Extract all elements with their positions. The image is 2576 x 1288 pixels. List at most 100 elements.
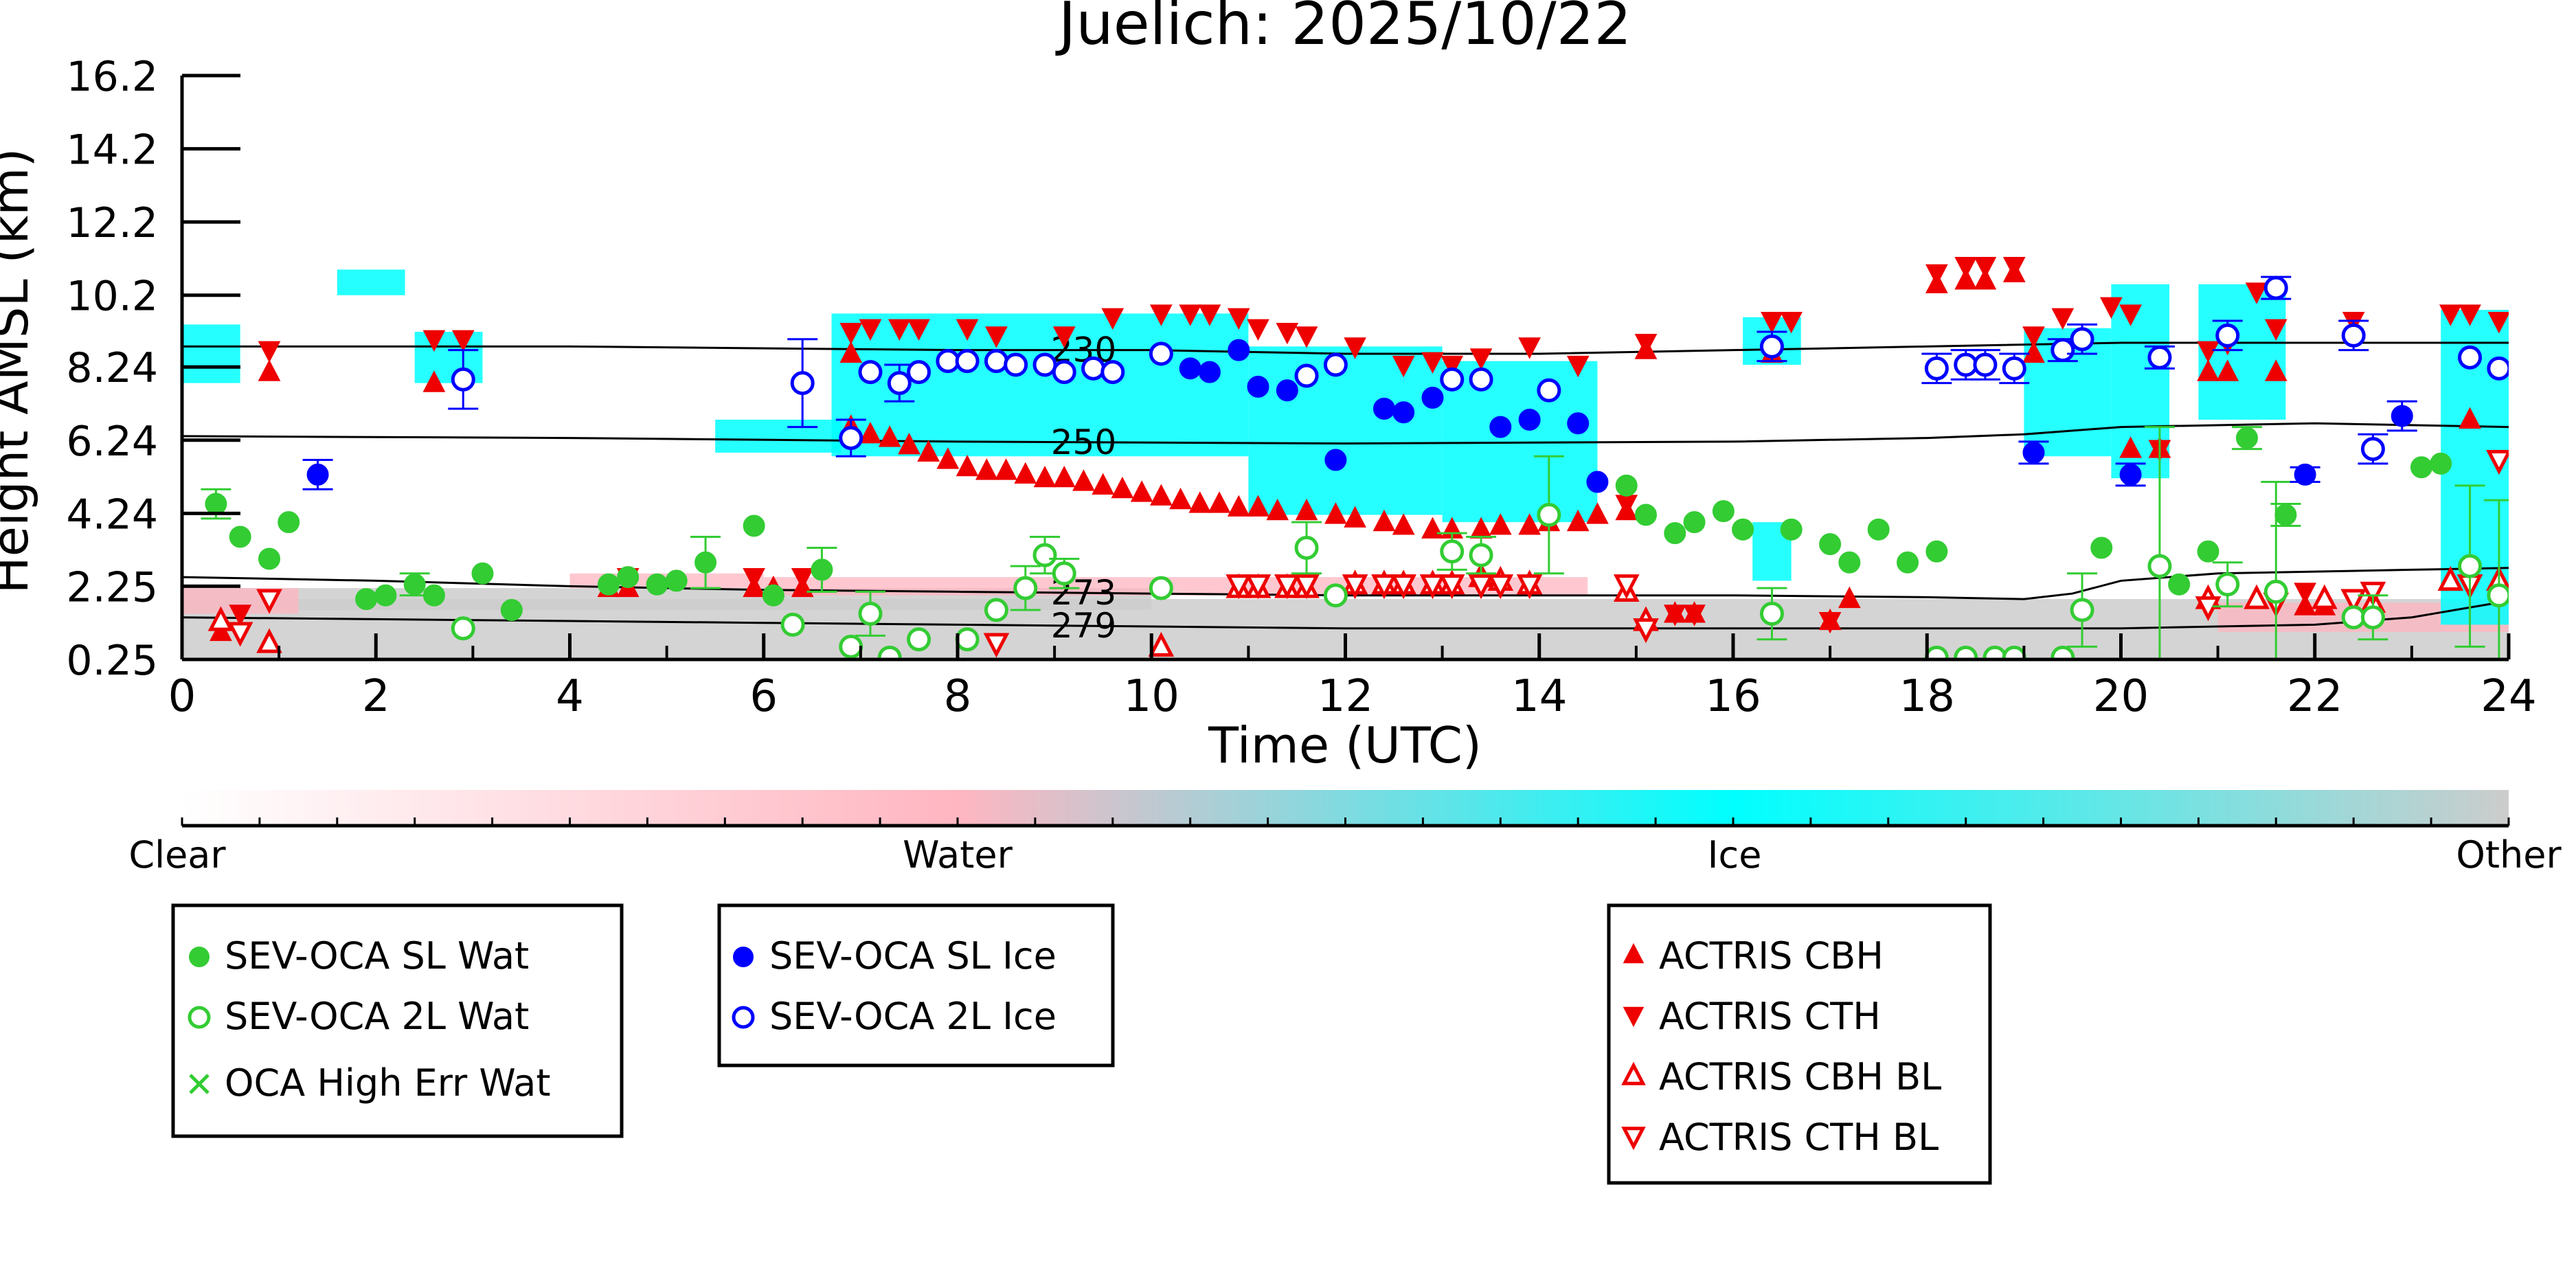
data-point-sev-oca-sl-ice bbox=[1324, 449, 1347, 471]
data-point-sev-oca-2l-wat bbox=[839, 634, 863, 659]
data-point-actris-cth bbox=[859, 319, 882, 341]
data-point-sev-oca-2l-ice bbox=[1081, 356, 1106, 381]
data-point-sev-oca-sl-wat bbox=[2274, 504, 2297, 526]
data-point-actris-cth bbox=[2002, 257, 2026, 279]
data-point-actris-cth bbox=[1247, 319, 1269, 341]
colorbar-label-water: Water bbox=[903, 833, 1013, 877]
data-point-sev-oca-2l-wat bbox=[1440, 539, 1465, 564]
data-point-actris-cbh bbox=[1392, 513, 1415, 535]
data-point-sev-oca-sl-wat bbox=[743, 515, 765, 537]
data-point-actris-cth bbox=[839, 322, 863, 345]
data-point-actris-cbh bbox=[917, 440, 940, 462]
data-point-sev-oca-2l-ice bbox=[2360, 437, 2385, 462]
data-point-actris-cbh bbox=[1092, 473, 1115, 495]
legend-label-sev-oca-2l-wat: SEV-OCA 2L Wat bbox=[225, 995, 529, 1038]
data-point-actris-cth bbox=[1295, 326, 1318, 348]
data-point-sev-oca-sl-wat bbox=[2168, 573, 2191, 596]
data-point-sev-oca-sl-ice bbox=[1518, 408, 1541, 431]
data-point-sev-oca-2l-ice bbox=[1759, 334, 1784, 359]
data-point-actris-cth bbox=[1101, 308, 1125, 330]
data-point-sev-oca-sl-ice bbox=[2391, 405, 2413, 427]
contour-label-279: 279 bbox=[1051, 606, 1116, 646]
data-point-actris-cth bbox=[1974, 257, 1997, 279]
data-point-actris-cth bbox=[2439, 304, 2462, 326]
x-tick-label: 22 bbox=[2287, 671, 2342, 722]
data-point-actris-cbh bbox=[1566, 509, 1590, 532]
legend-label-sev-oca-sl-wat: SEV-OCA SL Wat bbox=[225, 934, 529, 978]
data-point-sev-oca-2l-wat bbox=[1149, 576, 1173, 600]
legend-marker-actris-cbh bbox=[1623, 942, 1645, 964]
data-point-actris-cbh bbox=[1954, 268, 1978, 290]
data-point-actris-cth-bl bbox=[227, 622, 253, 647]
data-point-actris-cbh bbox=[1014, 462, 1037, 484]
data-point-sev-oca-2l-wat bbox=[907, 627, 931, 652]
data-point-sev-oca-sl-ice bbox=[1586, 471, 1609, 493]
data-point-sev-oca-sl-wat bbox=[1712, 500, 1735, 523]
data-point-sev-oca-2l-wat bbox=[1052, 561, 1076, 586]
data-point-actris-cth bbox=[1780, 311, 1803, 334]
data-point-sev-oca-2l-ice bbox=[1294, 363, 1319, 388]
data-point-sev-oca-sl-wat bbox=[811, 558, 833, 581]
data-point-actris-cth bbox=[791, 568, 814, 590]
data-point-sev-oca-2l-ice bbox=[2341, 323, 2366, 348]
data-point-sev-oca-sl-wat bbox=[1683, 511, 1706, 534]
data-point-sev-oca-sl-wat bbox=[471, 562, 494, 585]
legend-symbol-actris-cbh-bl bbox=[1621, 1061, 1646, 1085]
data-point-actris-cth bbox=[1421, 352, 1444, 374]
legend-marker-actris-cth bbox=[1623, 1006, 1645, 1028]
x-tick-label: 18 bbox=[1899, 671, 1955, 722]
data-point-sev-oca-2l-wat bbox=[1982, 645, 2007, 659]
data-point-actris-cth-bl bbox=[1274, 574, 1300, 600]
data-point-sev-oca-2l-wat bbox=[1759, 601, 1784, 626]
bg-region-ice bbox=[715, 419, 841, 453]
data-point-sev-oca-2l-wat bbox=[1469, 543, 1493, 567]
data-point-actris-cth-bl bbox=[1225, 574, 1252, 600]
data-point-sev-oca-2l-ice bbox=[2050, 338, 2075, 363]
data-point-sev-oca-sl-ice bbox=[1179, 357, 1201, 380]
data-point-actris-cbh-bl bbox=[2244, 584, 2270, 609]
legend-box-ice bbox=[717, 903, 1115, 1067]
data-point-sev-oca-sl-ice bbox=[306, 463, 329, 486]
data-point-actris-cth-bl bbox=[2360, 581, 2386, 607]
data-point-actris-cbh bbox=[956, 454, 979, 477]
legend-symbol-actris-cth-bl bbox=[1621, 1127, 1646, 1151]
data-point-sev-oca-2l-wat bbox=[2458, 554, 2483, 578]
y-tick-label: 10.2 bbox=[66, 273, 158, 321]
data-point-actris-cth bbox=[2459, 304, 2481, 326]
data-point-sev-oca-2l-wat bbox=[2487, 583, 2509, 608]
chart-title: Juelich: 2025/10/22 bbox=[1055, 0, 1631, 58]
data-point-actris-cth bbox=[1954, 257, 1978, 279]
x-tick-label: 24 bbox=[2481, 671, 2536, 722]
data-point-actris-cbh bbox=[1489, 513, 1512, 535]
data-point-actris-cth bbox=[1344, 337, 1366, 359]
data-point-sev-oca-2l-ice bbox=[1537, 378, 1561, 403]
data-point-sev-oca-2l-ice bbox=[1323, 352, 1348, 377]
data-point-actris-cth bbox=[2245, 282, 2268, 304]
data-point-sev-oca-sl-wat bbox=[355, 588, 378, 611]
x-tick-label: 16 bbox=[1705, 671, 1761, 722]
data-point-sev-oca-sl-ice bbox=[1228, 339, 1250, 361]
cloud-height-markers bbox=[201, 257, 2509, 659]
data-point-actris-cth bbox=[2487, 311, 2509, 334]
data-point-sev-oca-2l-ice bbox=[1149, 341, 1173, 366]
data-point-actris-cbh bbox=[1266, 498, 1289, 521]
data-point-actris-cbh bbox=[1295, 498, 1318, 521]
data-point-actris-cbh bbox=[1324, 502, 1347, 524]
data-point-sev-oca-2l-wat bbox=[2050, 645, 2075, 659]
data-point-sev-oca-sl-ice bbox=[1276, 379, 1298, 402]
y-tick-label: 2.25 bbox=[66, 563, 158, 611]
data-point-actris-cbh bbox=[1169, 487, 1192, 510]
data-point-actris-cth bbox=[2264, 319, 2287, 341]
data-point-actris-cbh bbox=[1111, 476, 1134, 499]
data-point-sev-oca-2l-ice bbox=[1973, 352, 1998, 377]
data-point-sev-oca-sl-wat bbox=[374, 584, 397, 607]
data-point-sev-oca-sl-wat bbox=[762, 584, 784, 607]
data-point-actris-cth bbox=[1469, 348, 1493, 370]
y-ticks: 0.25 2.25 4.24 6.24 8.24 10.2 12.2 14.2 16.2 bbox=[66, 53, 240, 685]
data-point-sev-oca-sl-wat bbox=[1925, 540, 1948, 563]
bg-region-water bbox=[763, 577, 1588, 596]
y-axis-label: Height AMSL (km) bbox=[0, 148, 39, 594]
data-point-sev-oca-sl-wat bbox=[1780, 518, 1803, 541]
legend-symbol-sev-oca-2l-wat bbox=[188, 1006, 211, 1029]
data-point-actris-cth-bl bbox=[1438, 574, 1465, 600]
